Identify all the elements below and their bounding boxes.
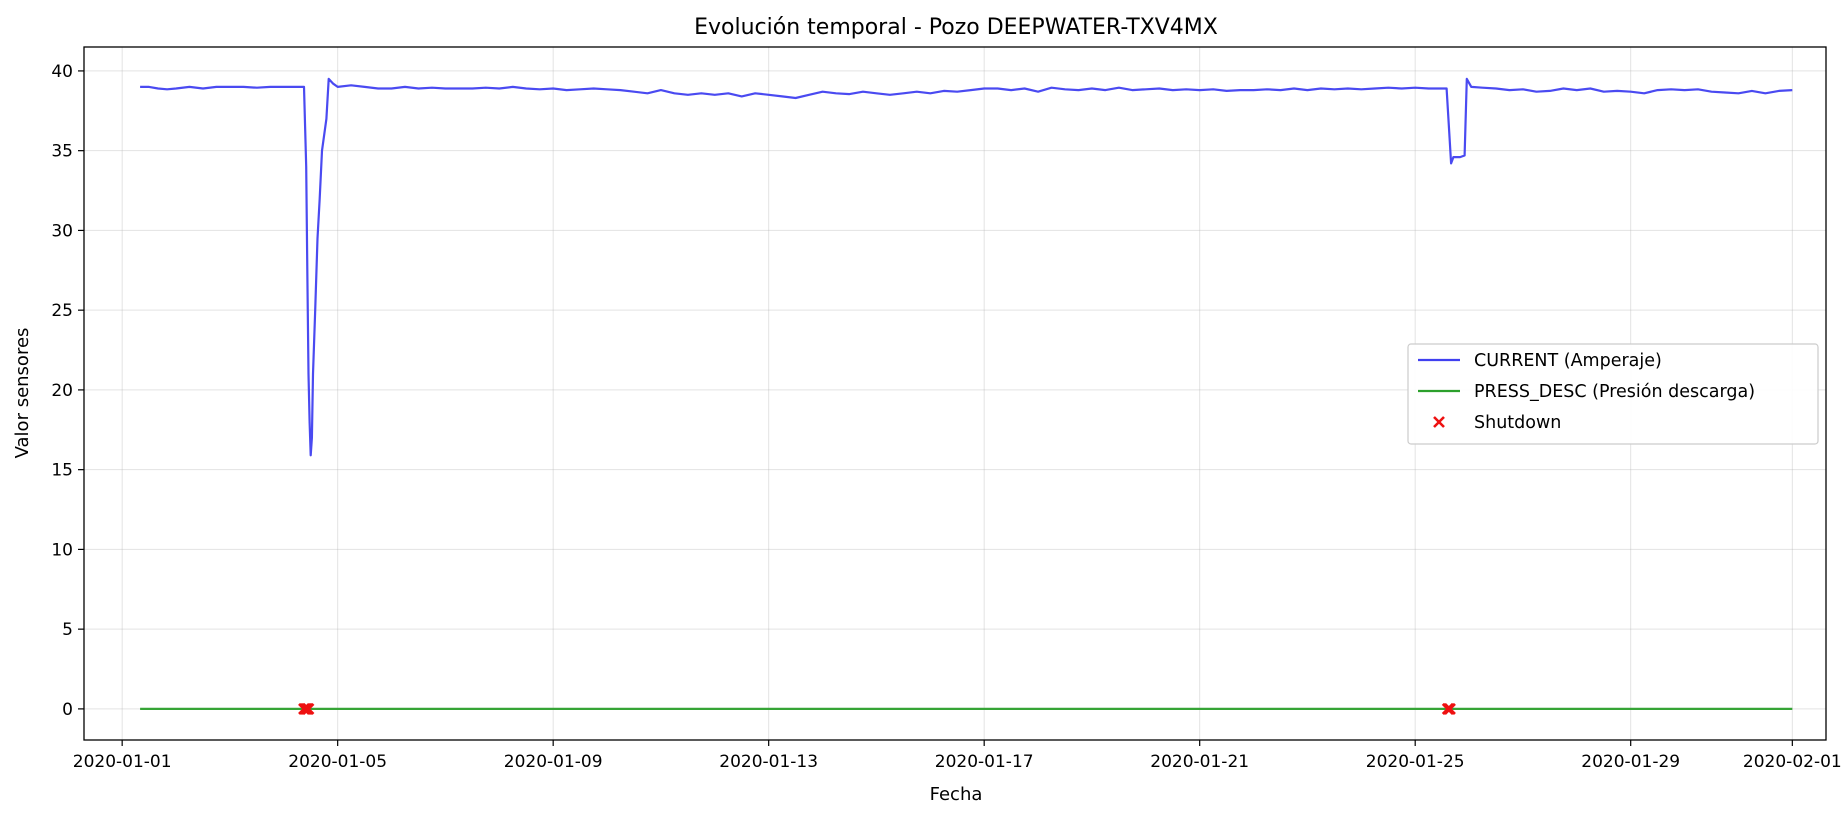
y-tick-label: 20 xyxy=(51,381,73,401)
x-tick-label: 2020-01-25 xyxy=(1366,752,1465,772)
x-tick-label: 2020-01-09 xyxy=(504,752,603,772)
legend-label: PRESS_DESC (Presión descarga) xyxy=(1474,382,1755,402)
legend-box xyxy=(1407,343,1819,445)
x-tick-label: 2020-01-17 xyxy=(935,752,1034,772)
y-tick-label: 5 xyxy=(62,620,73,640)
x-tick-label: 2020-01-01 xyxy=(73,752,172,772)
y-tick-label: 10 xyxy=(51,540,73,560)
y-tick-label: 15 xyxy=(51,461,73,481)
x-tick-label: 2020-02-01 xyxy=(1743,752,1842,772)
y-tick-label: 30 xyxy=(51,221,73,241)
x-tick-label: 2020-01-05 xyxy=(288,752,387,772)
chart-title: Evolución temporal - Pozo DEEPWATER-TXV4… xyxy=(694,15,1218,40)
y-tick-label: 40 xyxy=(51,62,73,82)
plot-frame xyxy=(83,46,1827,741)
legend: CURRENT (Amperaje) PRESS_DESC (Presión de… xyxy=(1407,343,1819,445)
x-tick-label: 2020-01-21 xyxy=(1150,752,1249,772)
series-line-current-amperaje xyxy=(140,77,1793,457)
y-tick-label: 35 xyxy=(51,142,73,162)
y-axis-label: Valor sensores xyxy=(12,328,33,459)
y-tick-label: 0 xyxy=(62,700,73,720)
x-tick-label: 2020-01-13 xyxy=(719,752,818,772)
legend-swatch-shutdown xyxy=(1433,416,1445,428)
y-tick-label: 25 xyxy=(51,301,73,321)
x-axis: 2020-01-01 2020-01-05 2020-01-09 2020-01-13… xyxy=(73,740,1842,772)
y-axis: 0 5 10 15 20 25 30 35 40 xyxy=(51,62,84,720)
series-layer xyxy=(140,77,1793,715)
x-tick-label: 2020-01-29 xyxy=(1581,752,1680,772)
legend-label: CURRENT (Amperaje) xyxy=(1474,351,1662,371)
x-axis-label: Fecha xyxy=(930,784,983,805)
legend-label: Shutdown xyxy=(1474,413,1561,433)
shutdown-marker xyxy=(302,702,315,715)
shutdown-marker xyxy=(1444,702,1456,715)
